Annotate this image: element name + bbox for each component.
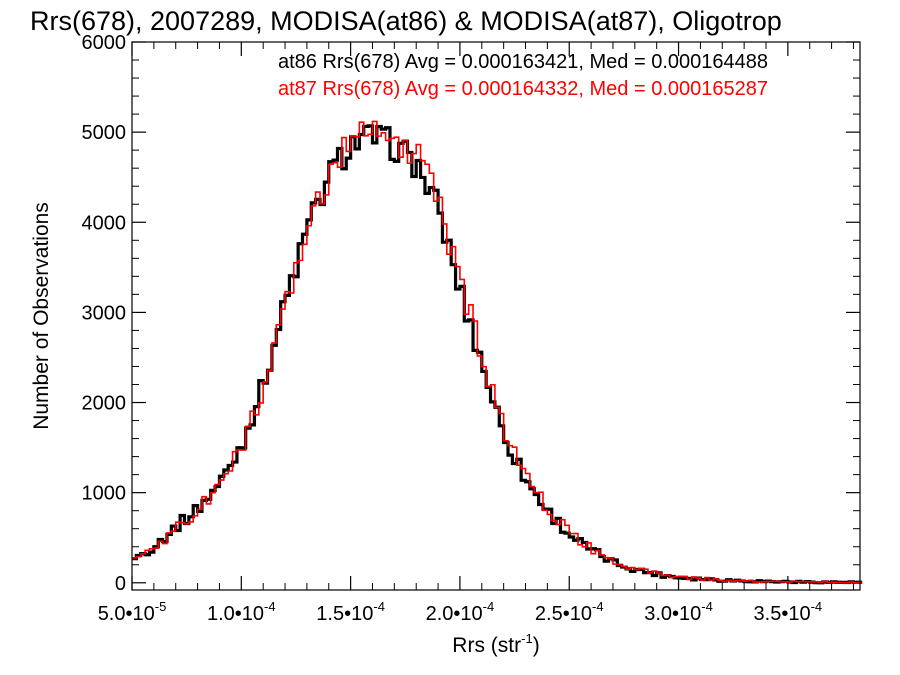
x-axis-label-close: ) <box>533 634 540 657</box>
y-tick-label: 1000 <box>82 483 127 505</box>
x-tick-label: 3.0•10-4 <box>644 599 713 625</box>
plot-frame <box>131 41 861 591</box>
x-axis-label: Rrs (str-1) <box>452 631 539 657</box>
x-tick-label: 3.5•10-4 <box>754 599 823 625</box>
x-axis-label-exponent: -1 <box>521 631 533 646</box>
y-tick-label: 0 <box>115 573 126 595</box>
y-tick-label: 4000 <box>82 212 127 234</box>
series-at87-histogram <box>132 120 863 584</box>
x-tick-label: 5.0•10-5 <box>98 599 167 625</box>
y-tick-label: 3000 <box>82 302 127 324</box>
ticks-layer: 0 1000 2000 3000 4000 5000 6000 5.0•10-5 1.0•10-… <box>82 32 860 625</box>
x-tick-label: 1.0•10-4 <box>207 599 276 625</box>
x-axis-label-main: Rrs (str <box>452 634 521 657</box>
chart-title: Rrs(678), 2007289, MODISA(at86) & MODISA… <box>30 6 782 36</box>
x-tick-label: 2.5•10-4 <box>535 599 604 625</box>
x-tick-label: 2.0•10-4 <box>426 599 495 625</box>
y-axis-label: Number of Observations <box>30 202 53 430</box>
y-tick-label: 5000 <box>82 122 127 144</box>
series-at86-histogram <box>132 124 863 585</box>
series-layer <box>132 120 863 585</box>
y-tick-label: 6000 <box>82 32 127 54</box>
legend-entry-at87: at87 Rrs(678) Avg = 0.000164332, Med = 0… <box>278 78 768 100</box>
legend-entry-at86: at86 Rrs(678) Avg = 0.000163421, Med = 0… <box>278 51 768 73</box>
x-tick-label: 1.5•10-4 <box>316 599 385 625</box>
y-tick-label: 2000 <box>82 393 127 415</box>
